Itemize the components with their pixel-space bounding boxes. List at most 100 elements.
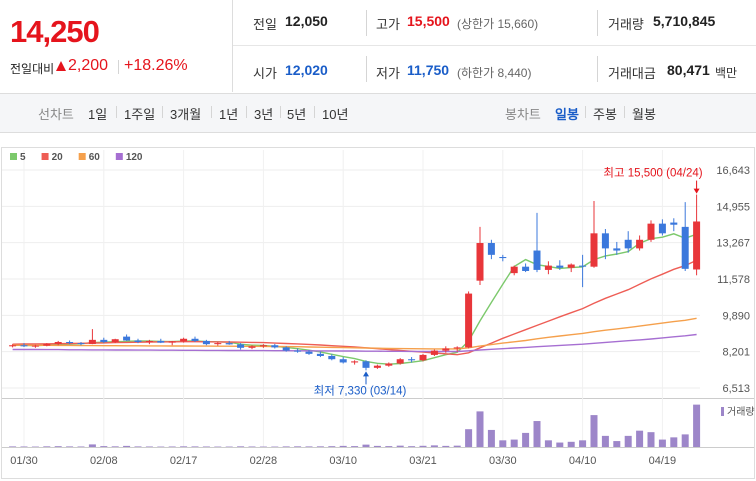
annotation: 최고 15,500 (04/24) [603, 167, 702, 180]
divider [118, 60, 119, 74]
volume-bar [510, 439, 518, 447]
volume-bar [442, 445, 450, 447]
candle-period-button[interactable]: 주봉 [593, 107, 617, 122]
volume-legend-swatch [721, 407, 724, 416]
y-tick-label: 9,890 [722, 310, 750, 322]
x-tick-label: 03/21 [409, 455, 437, 467]
period-button[interactable]: 1일 [88, 107, 108, 122]
period-button[interactable]: 3개월 [170, 107, 202, 122]
candle-body [681, 226, 689, 269]
candle-body [316, 353, 324, 356]
ma-line [12, 333, 697, 353]
volume-bar [385, 446, 393, 447]
volume-bar [590, 415, 598, 447]
candle-body [385, 363, 393, 366]
candle-body [453, 347, 461, 349]
y-tick-label: 6,513 [722, 383, 750, 395]
legend-label: 5 [20, 152, 26, 163]
ma-line [12, 317, 697, 350]
stat-value: 11,750 [407, 62, 450, 78]
volume-bar [670, 437, 678, 447]
divider [597, 56, 598, 82]
candle-body [305, 351, 313, 354]
candle-body [556, 265, 564, 268]
candle-body [590, 233, 598, 267]
candle-body [111, 339, 119, 343]
volume-bar [316, 446, 324, 447]
toolbar [0, 93, 756, 133]
period-button[interactable]: 1주일 [124, 107, 156, 122]
candle-body [396, 359, 404, 364]
annotation: 최저 7,330 (03/14) [314, 384, 407, 397]
x-tick-label: 02/28 [250, 455, 278, 467]
candle-body [43, 343, 51, 346]
divider [246, 106, 247, 118]
legend-swatch [41, 153, 49, 160]
candle-body [624, 239, 632, 249]
candle-body [693, 221, 701, 270]
stat-unit: 백만 [715, 66, 738, 80]
divider [624, 106, 625, 118]
volume-bar [54, 446, 62, 447]
candle-chart-label: 봉차트 [505, 107, 541, 122]
volume-bar [693, 404, 701, 447]
x-tick-label: 03/10 [329, 455, 357, 467]
candle-body [647, 223, 655, 240]
candle-body [9, 345, 17, 347]
volume-bar [202, 446, 210, 447]
divider [162, 106, 163, 118]
chart-frame [1, 147, 755, 479]
candle-body [487, 243, 495, 255]
volume-bar [522, 432, 530, 447]
annotation-arrowhead [363, 371, 369, 377]
volume-bar [430, 445, 438, 447]
period-button[interactable]: 10년 [322, 107, 349, 122]
volume-bar [145, 446, 153, 447]
volume-bar [453, 445, 461, 447]
candle-body [636, 239, 644, 249]
candle-body [339, 359, 347, 363]
volume-bar [191, 446, 199, 447]
volume-bar [339, 445, 347, 447]
x-tick-label: 03/30 [489, 455, 517, 467]
stat-value: 12,050 [285, 13, 328, 29]
up-triangle [56, 61, 66, 71]
period-button[interactable]: 5년 [287, 107, 307, 122]
divider [116, 106, 117, 118]
candle-body [430, 350, 438, 355]
stat-label: 저가 [376, 66, 400, 81]
volume-legend: 거래량 [727, 406, 755, 418]
volume-bar [282, 446, 290, 447]
candle-body [214, 343, 222, 345]
volume-bar [77, 446, 85, 447]
candle-body [510, 266, 518, 274]
volume-bar [20, 446, 28, 447]
candle-body [20, 345, 28, 347]
volume-bar [88, 444, 96, 447]
volume-bar [373, 445, 381, 447]
candle-body [419, 354, 427, 361]
volume-bar [533, 421, 541, 447]
volume-bar [544, 440, 552, 447]
candle-body [77, 343, 85, 345]
period-button[interactable]: 3년 [254, 107, 274, 122]
divider [280, 106, 281, 118]
candle-body [134, 340, 142, 343]
candle-body [168, 341, 176, 343]
candle-body [100, 339, 108, 343]
period-button[interactable]: 1년 [219, 107, 239, 122]
price: 14,250 [10, 14, 100, 49]
candle-body [408, 359, 416, 361]
change-rate: +18.26% [124, 57, 188, 74]
x-tick-label: 01/30 [10, 455, 38, 467]
chart: 16,643 14,955 13,267 11,578 9,890 8,201 6,513 0… [1, 147, 755, 479]
candle-period-button[interactable]: 일봉 [555, 107, 579, 122]
legend-label: 60 [89, 152, 101, 163]
stat-note: (하한가 8,440) [457, 66, 532, 80]
candle-body [465, 293, 473, 348]
candle-period-button[interactable]: 월봉 [632, 107, 656, 122]
volume-bar [362, 444, 370, 447]
candle-body [157, 340, 165, 343]
volume-bar [328, 446, 336, 447]
legend-swatch [78, 153, 86, 160]
